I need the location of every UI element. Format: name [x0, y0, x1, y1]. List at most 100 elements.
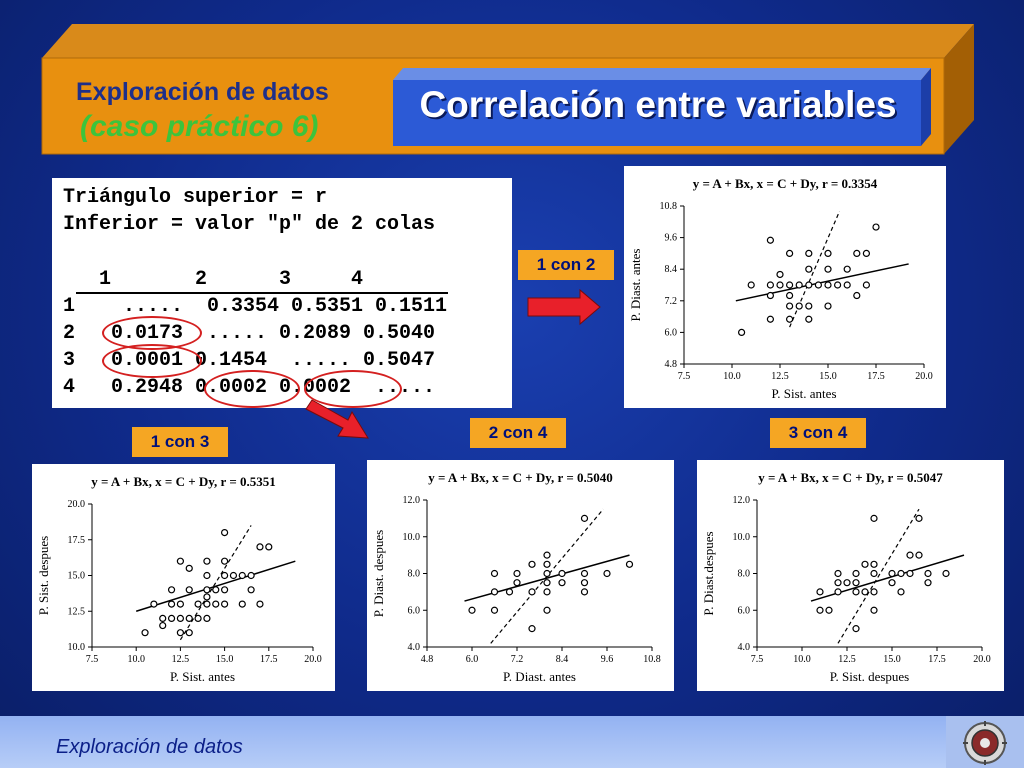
data-point [167, 614, 176, 622]
y-tick-label: 20.0 [68, 499, 86, 510]
data-point [766, 281, 774, 289]
data-point [468, 606, 476, 614]
data-point [558, 569, 566, 578]
data-point [786, 291, 794, 300]
scatter-chart-3-con-4: y = A + Bx, x = C + Dy, r = 0.5047 7.5 10.… [697, 460, 1004, 691]
data-point [870, 560, 878, 568]
regression-line-x-on-y [179, 525, 252, 641]
data-point [766, 291, 774, 300]
chart-svg: y = A + Bx, x = C + Dy, r = 0.5047 7.5 10.… [701, 470, 991, 684]
data-point [558, 579, 566, 587]
data-point [238, 571, 246, 580]
y-axis-label: P. Diast. antes [628, 249, 643, 322]
data-point [897, 569, 905, 578]
y-tick-label: 10.0 [403, 532, 421, 543]
data-point [167, 600, 176, 608]
data-point [924, 569, 932, 578]
data-point [194, 614, 202, 622]
x-tick-label: 10.0 [127, 654, 145, 665]
data-point [906, 551, 914, 559]
data-point [176, 600, 184, 608]
data-point [834, 281, 842, 289]
data-point [776, 281, 784, 289]
x-tick-label: 12.5 [771, 371, 789, 382]
data-point [870, 569, 878, 578]
data-point [543, 606, 551, 614]
chart-svg: y = A + Bx, x = C + Dy, r = 0.3354 7.5 10.… [628, 176, 933, 401]
regression-line-y-on-x [735, 263, 909, 302]
data-point [256, 600, 264, 608]
x-tick-label: 10.0 [723, 371, 741, 382]
data-point [906, 569, 914, 578]
data-point [203, 614, 211, 622]
x-tick-label: 10.0 [793, 654, 811, 665]
title-box [393, 68, 931, 146]
data-point [159, 614, 167, 622]
x-tick-label: 20.0 [915, 371, 933, 382]
data-point [915, 514, 923, 522]
data-point [766, 315, 774, 323]
data-point [543, 588, 551, 596]
data-point [528, 588, 536, 596]
y-tick-label: 8.0 [738, 569, 751, 580]
data-point [824, 302, 832, 310]
x-tick-label: 17.5 [867, 371, 885, 382]
data-point [221, 557, 229, 565]
data-point [825, 606, 833, 614]
y-tick-label: 10.0 [733, 532, 751, 543]
data-point [203, 586, 211, 594]
banner-subtitle-line1: Exploración de datos [76, 78, 329, 106]
data-point [861, 560, 869, 568]
chart-svg: y = A + Bx, x = C + Dy, r = 0.5040 4.8 6.0… [371, 470, 661, 684]
data-point [786, 302, 794, 310]
y-tick-label: 4.8 [665, 359, 678, 370]
data-point [543, 551, 551, 559]
chart-title: y = A + Bx, x = C + Dy, r = 0.5047 [758, 470, 943, 485]
tag-3-con-4: 3 con 4 [770, 418, 866, 448]
data-point [861, 588, 869, 596]
data-point [766, 236, 774, 244]
data-point [167, 586, 176, 594]
scatter-chart-2-con-4: y = A + Bx, x = C + Dy, r = 0.5040 4.8 6.0… [367, 460, 674, 691]
y-tick-label: 10.0 [68, 642, 86, 653]
data-point [924, 579, 932, 587]
x-tick-label: 7.5 [86, 654, 99, 665]
data-point [203, 600, 211, 608]
data-point [212, 586, 220, 594]
data-point [852, 588, 860, 596]
data-point [194, 600, 202, 608]
data-point [834, 579, 842, 587]
y-tick-label: 6.0 [665, 327, 678, 338]
scatter-chart-1-con-3: y = A + Bx, x = C + Dy, r = 0.5351 7.5 10.… [32, 464, 335, 691]
y-tick-label: 10.8 [660, 201, 678, 212]
x-tick-label: 12.5 [838, 654, 856, 665]
x-tick-label: 17.5 [928, 654, 946, 665]
data-point [786, 281, 794, 289]
data-point [580, 514, 589, 522]
arrow-right-icon [527, 288, 601, 326]
data-point [247, 586, 255, 594]
matrix-caption-lower: Inferior = valor "p" de 2 colas [63, 213, 436, 236]
data-point [852, 579, 860, 587]
data-point [843, 265, 851, 273]
x-tick-label: 8.4 [556, 654, 569, 665]
x-tick-label: 6.0 [466, 654, 479, 665]
data-point [221, 586, 229, 594]
data-point [862, 281, 870, 289]
data-point [176, 629, 184, 637]
data-point [888, 569, 896, 578]
data-point [543, 560, 551, 568]
data-point [795, 281, 803, 289]
data-point [203, 571, 211, 580]
data-point [185, 564, 193, 572]
data-point [737, 328, 746, 336]
data-point [888, 579, 896, 587]
data-point [824, 265, 832, 273]
y-tick-label: 4.0 [738, 642, 751, 653]
data-point [786, 249, 794, 258]
tag-1-con-2: 1 con 2 [518, 250, 614, 280]
data-point [795, 302, 803, 310]
x-tick-label: 4.8 [421, 654, 434, 665]
